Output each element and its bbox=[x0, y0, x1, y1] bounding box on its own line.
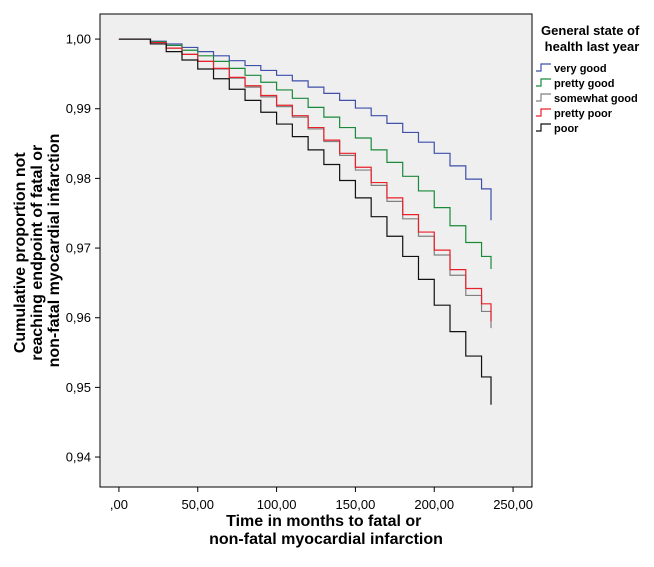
y-tick-label: 0,95 bbox=[66, 380, 91, 395]
y-tick-label: 0,98 bbox=[66, 171, 91, 186]
y-tick-label: 0,94 bbox=[66, 450, 91, 465]
x-tick-label: 250,00 bbox=[493, 497, 533, 512]
y-tick-label: 1,00 bbox=[66, 32, 91, 47]
x-tick-label: 50,00 bbox=[181, 497, 214, 512]
legend-swatch bbox=[536, 63, 551, 72]
legend-label: somewhat good bbox=[554, 93, 638, 105]
x-tick-label: 150,00 bbox=[336, 497, 376, 512]
legend-swatch bbox=[536, 78, 551, 87]
series-pretty-good-line bbox=[118, 38, 492, 269]
y-tick-label: 0,96 bbox=[66, 310, 91, 325]
legend-label: pretty poor bbox=[554, 108, 613, 120]
legend-swatch bbox=[536, 93, 551, 102]
x-tick-label: ,00 bbox=[110, 497, 128, 512]
x-axis-title: Time in months to fatal or non-fatal myo… bbox=[209, 513, 443, 548]
legend-swatch bbox=[536, 108, 551, 117]
series-very-good-line bbox=[118, 38, 492, 221]
legend-label: pretty good bbox=[554, 78, 615, 90]
x-tick-label: 200,00 bbox=[414, 497, 454, 512]
legend: General state of health last year very g… bbox=[536, 23, 643, 135]
legend-title: General state of health last year bbox=[541, 23, 643, 54]
y-axis: 0,94 0,95 0,96 0,97 0,98 0,99 1,00 bbox=[66, 32, 100, 465]
series-poor-line bbox=[118, 38, 492, 405]
y-axis-title: Cumulative proportion not reaching endpo… bbox=[12, 134, 63, 368]
y-tick-label: 0,97 bbox=[66, 241, 91, 256]
legend-swatch bbox=[536, 123, 551, 132]
legend-label: very good bbox=[554, 63, 607, 75]
x-tick-label: 100,00 bbox=[257, 497, 297, 512]
legend-items: very good pretty good somewhat good pretty … bbox=[536, 63, 638, 135]
survival-curves bbox=[118, 38, 492, 405]
series-pretty-poor-line bbox=[118, 38, 492, 322]
y-tick-label: 0,99 bbox=[66, 101, 91, 116]
legend-label: poor bbox=[554, 123, 579, 135]
x-axis: ,00 50,00 100,00 150,00 200,00 250,00 bbox=[110, 487, 533, 512]
plot-area bbox=[99, 13, 533, 488]
